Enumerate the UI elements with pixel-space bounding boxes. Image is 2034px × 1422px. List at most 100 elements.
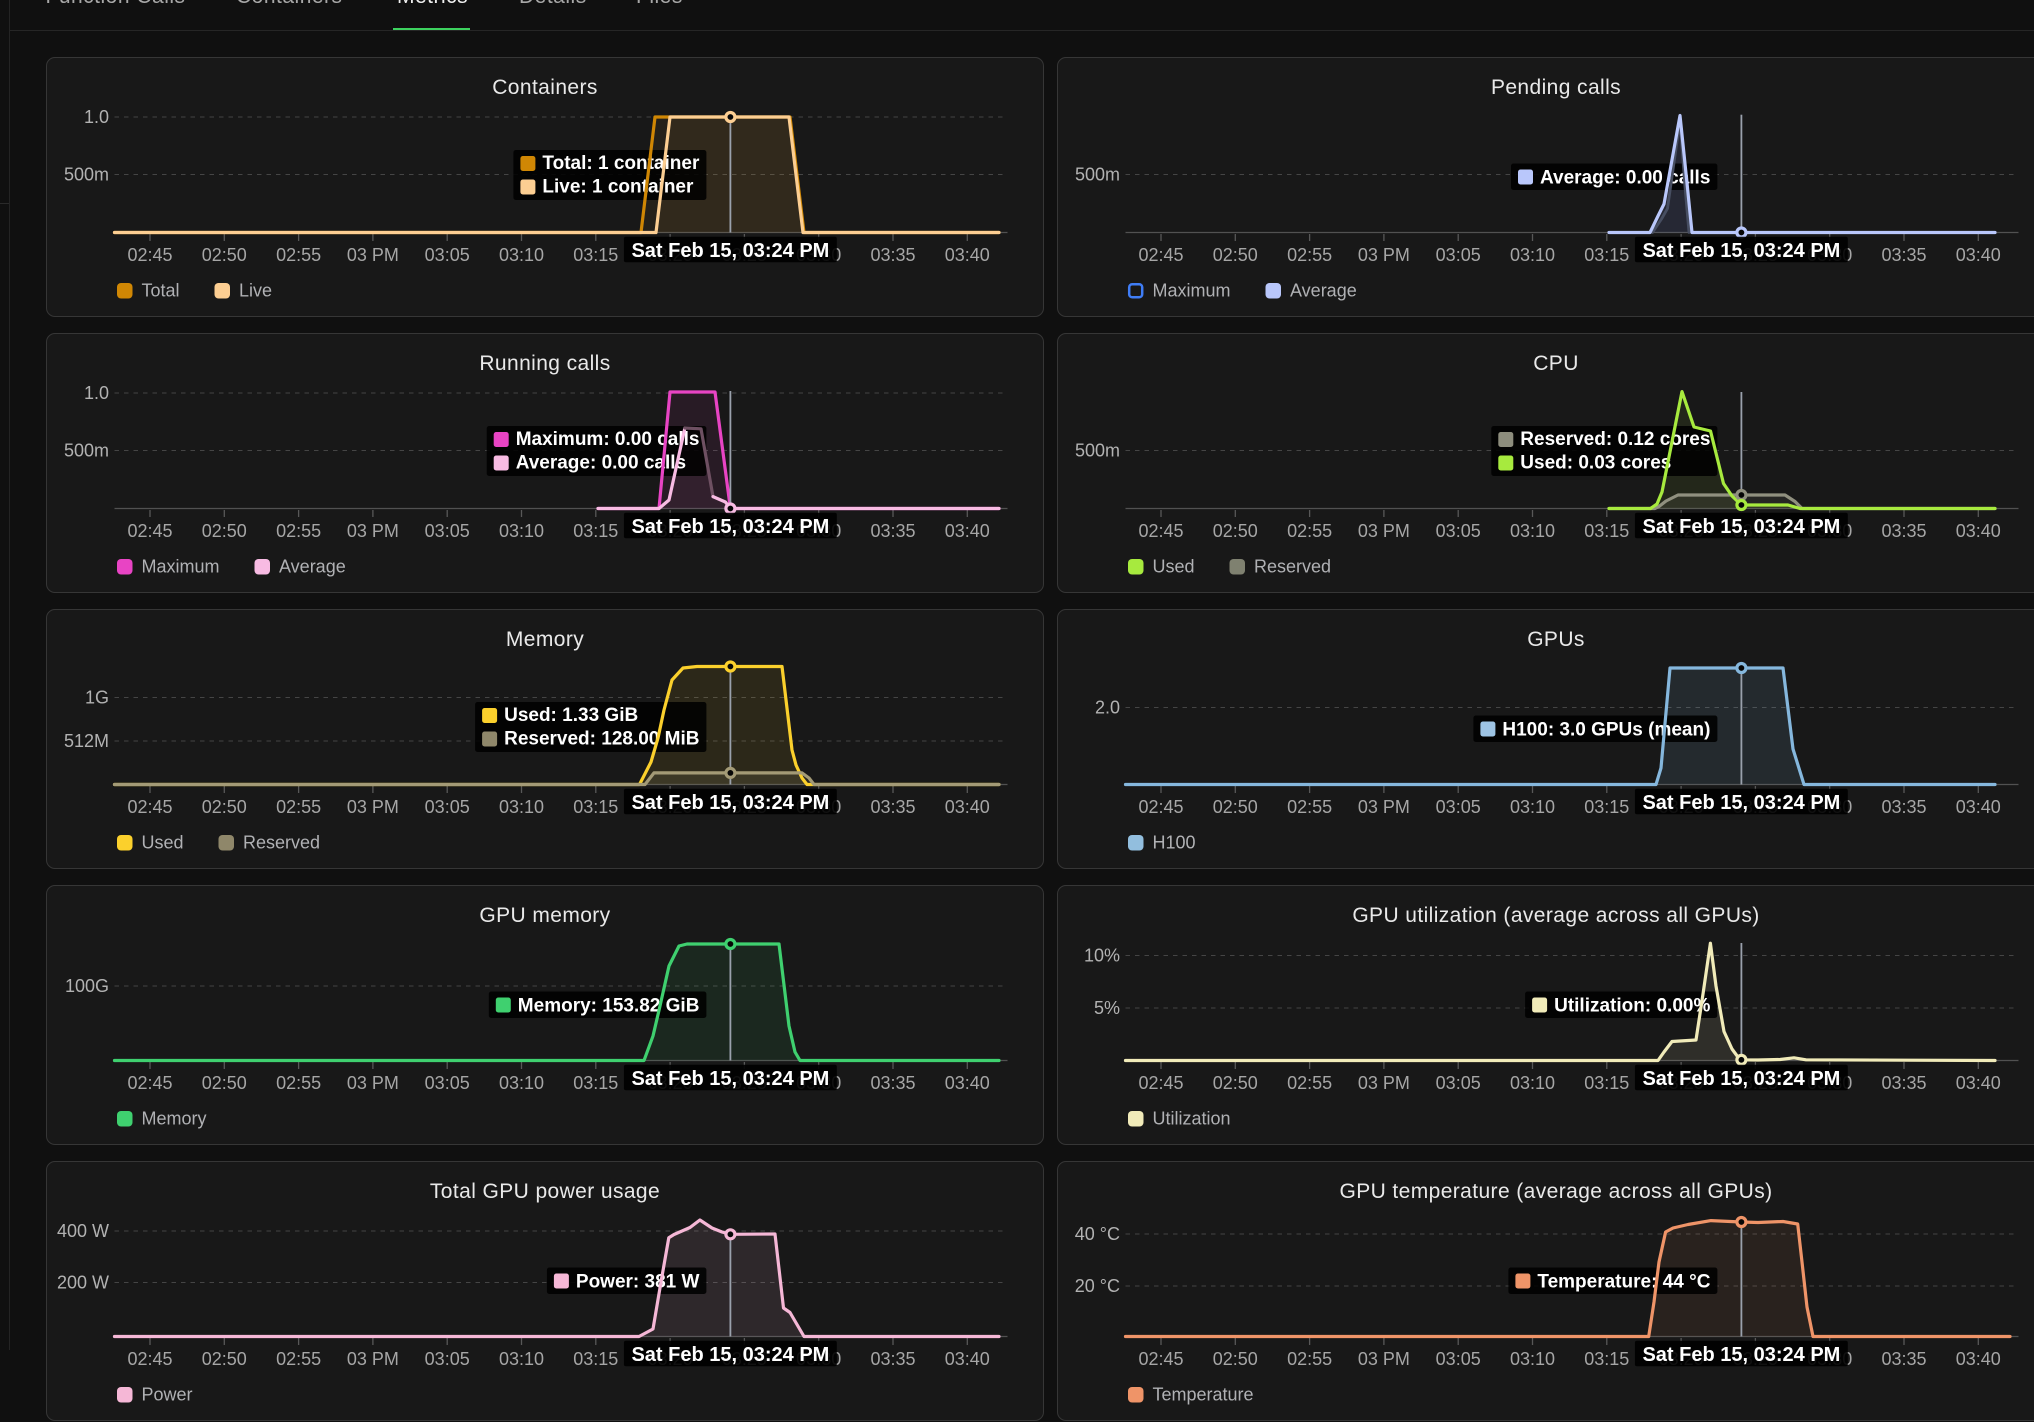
svg-text:03 PM: 03 PM [347, 521, 399, 541]
svg-text:02:45: 02:45 [127, 245, 172, 265]
svg-text:Reserved: 128.00 MiB: Reserved: 128.00 MiB [504, 729, 699, 750]
svg-text:03:40: 03:40 [1956, 1349, 2001, 1369]
svg-text:03 PM: 03 PM [1358, 1073, 1410, 1093]
svg-text:03:10: 03:10 [1510, 797, 1555, 817]
svg-text:03:15: 03:15 [1584, 797, 1629, 817]
svg-text:Sat Feb 15, 03:24 PM: Sat Feb 15, 03:24 PM [1642, 516, 1840, 538]
svg-text:03:15: 03:15 [1584, 521, 1629, 541]
svg-text:03:10: 03:10 [499, 1349, 544, 1369]
svg-text:02:55: 02:55 [1287, 1349, 1332, 1369]
svg-text:1.0: 1.0 [84, 383, 109, 403]
svg-text:Memory: Memory [506, 628, 584, 651]
svg-text:Live: Live [239, 281, 272, 301]
svg-text:Temperature: 44 °C: Temperature: 44 °C [1537, 1272, 1710, 1293]
svg-text:Live: 1 container: Live: 1 container [542, 177, 694, 198]
svg-text:03:40: 03:40 [1956, 797, 2001, 817]
svg-text:03:15: 03:15 [1584, 1073, 1629, 1093]
svg-text:03 PM: 03 PM [347, 1349, 399, 1369]
svg-text:03:35: 03:35 [1881, 1073, 1926, 1093]
svg-text:Power: Power [142, 1385, 193, 1405]
svg-text:20 °C: 20 °C [1075, 1276, 1120, 1296]
svg-text:03:40: 03:40 [945, 1349, 990, 1369]
svg-text:02:50: 02:50 [202, 797, 247, 817]
svg-text:02:45: 02:45 [127, 1349, 172, 1369]
svg-text:03 PM: 03 PM [347, 1073, 399, 1093]
svg-text:02:55: 02:55 [1287, 245, 1332, 265]
svg-text:03:10: 03:10 [499, 1073, 544, 1093]
svg-text:Reserved: Reserved [1254, 557, 1331, 577]
svg-text:03:40: 03:40 [945, 797, 990, 817]
svg-text:03:10: 03:10 [1510, 1349, 1555, 1369]
svg-text:03 PM: 03 PM [1358, 245, 1410, 265]
svg-text:Used: Used [142, 833, 184, 853]
svg-text:Used: 0.03 cores: Used: 0.03 cores [1520, 453, 1671, 474]
svg-text:Total GPU power usage: Total GPU power usage [430, 1180, 660, 1203]
svg-text:Maximum: 0.00 calls: Maximum: 0.00 calls [516, 429, 700, 450]
svg-text:02:45: 02:45 [1138, 797, 1183, 817]
svg-text:200 W: 200 W [57, 1273, 109, 1293]
svg-text:40 °C: 40 °C [1075, 1224, 1120, 1244]
svg-text:03 PM: 03 PM [347, 797, 399, 817]
svg-text:500m: 500m [64, 441, 109, 461]
svg-text:Utilization: Utilization [1153, 1109, 1231, 1129]
svg-text:03:15: 03:15 [573, 245, 618, 265]
svg-text:Memory: 153.82 GiB: Memory: 153.82 GiB [518, 996, 700, 1017]
svg-text:GPU temperature (average acros: GPU temperature (average across all GPUs… [1339, 1180, 1772, 1203]
svg-text:1.0: 1.0 [84, 107, 109, 127]
svg-text:Utilization: 0.00%: Utilization: 0.00% [1554, 996, 1710, 1017]
svg-text:Containers: Containers [492, 76, 598, 99]
svg-text:03:05: 03:05 [1436, 521, 1481, 541]
svg-text:03:35: 03:35 [870, 1349, 915, 1369]
svg-text:03:40: 03:40 [1956, 245, 2001, 265]
svg-text:03:10: 03:10 [499, 797, 544, 817]
svg-text:500m: 500m [64, 165, 109, 185]
svg-text:03:10: 03:10 [499, 245, 544, 265]
svg-text:Total: Total [142, 281, 180, 301]
svg-text:03 PM: 03 PM [347, 245, 399, 265]
svg-text:03:05: 03:05 [1436, 1073, 1481, 1093]
svg-text:GPU utilization (average acros: GPU utilization (average across all GPUs… [1352, 904, 1759, 927]
svg-text:Maximum: Maximum [142, 557, 220, 577]
svg-text:Running calls: Running calls [479, 352, 610, 375]
svg-text:03:05: 03:05 [425, 797, 470, 817]
svg-text:5%: 5% [1094, 998, 1120, 1018]
svg-text:03:05: 03:05 [1436, 1349, 1481, 1369]
svg-text:Average: Average [279, 557, 346, 577]
svg-text:02:50: 02:50 [1213, 521, 1258, 541]
svg-text:03 PM: 03 PM [1358, 797, 1410, 817]
svg-text:2.0: 2.0 [1095, 698, 1120, 718]
svg-text:02:55: 02:55 [276, 1073, 321, 1093]
svg-text:03:05: 03:05 [1436, 797, 1481, 817]
svg-text:Total: 1 container: Total: 1 container [542, 153, 700, 174]
svg-text:03:40: 03:40 [945, 521, 990, 541]
svg-text:03:35: 03:35 [1881, 521, 1926, 541]
svg-text:02:50: 02:50 [202, 245, 247, 265]
svg-text:500m: 500m [1075, 165, 1120, 185]
svg-text:Maximum: Maximum [1153, 281, 1231, 301]
svg-text:02:45: 02:45 [127, 797, 172, 817]
svg-text:Used: Used [1153, 557, 1195, 577]
svg-text:02:45: 02:45 [1138, 1073, 1183, 1093]
svg-text:03:05: 03:05 [1436, 245, 1481, 265]
svg-text:03:15: 03:15 [573, 521, 618, 541]
svg-text:03:35: 03:35 [1881, 245, 1926, 265]
svg-text:02:55: 02:55 [276, 521, 321, 541]
svg-text:02:50: 02:50 [1213, 245, 1258, 265]
svg-text:Sat Feb 15, 03:24 PM: Sat Feb 15, 03:24 PM [1642, 1068, 1840, 1090]
svg-text:03:10: 03:10 [499, 521, 544, 541]
svg-text:02:55: 02:55 [276, 1349, 321, 1369]
svg-text:03:05: 03:05 [425, 1073, 470, 1093]
svg-text:03:05: 03:05 [425, 521, 470, 541]
svg-text:CPU: CPU [1533, 352, 1579, 375]
svg-text:02:45: 02:45 [1138, 245, 1183, 265]
svg-text:03:35: 03:35 [870, 1073, 915, 1093]
svg-text:03:40: 03:40 [945, 1073, 990, 1093]
svg-text:400 W: 400 W [57, 1221, 109, 1241]
svg-text:Sat Feb 15, 03:24 PM: Sat Feb 15, 03:24 PM [631, 792, 829, 814]
svg-text:02:45: 02:45 [127, 1073, 172, 1093]
svg-text:03:40: 03:40 [1956, 521, 2001, 541]
svg-text:100G: 100G [65, 976, 109, 996]
svg-text:H100: 3.0 GPUs (mean): H100: 3.0 GPUs (mean) [1502, 720, 1710, 741]
svg-text:Power: 381 W: Power: 381 W [576, 1272, 700, 1293]
svg-text:10%: 10% [1084, 946, 1120, 966]
